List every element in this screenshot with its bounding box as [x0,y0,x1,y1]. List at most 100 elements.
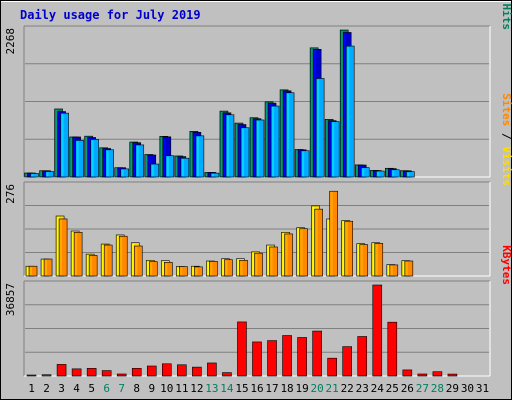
bar-highlight [103,149,106,176]
bar-highlight [181,159,184,176]
bar-highlight [287,93,290,176]
bar-highlight [163,137,166,176]
bar-highlight [75,233,78,275]
bar-highlight [76,141,79,176]
legend-entry: Visits [500,146,512,186]
legend-entry: KBytes [500,245,512,285]
bar-kbytes-day-6 [101,370,112,377]
bar-highlight [27,267,30,275]
bar-highlight [362,168,365,176]
bar-highlight [347,47,350,177]
bar-highlight [326,120,329,176]
day-label: 31 [476,382,489,395]
day-label: 25 [386,382,399,395]
bar-highlight [85,137,88,176]
bar-sites-day-9 [148,261,158,277]
bar-highlight [211,174,214,176]
bar-highlight [270,247,273,275]
bar-kbytes-day-3 [56,364,67,377]
bar-highlight [223,113,226,176]
bar-highlight [341,31,344,176]
bar-highlight [133,369,136,375]
bar-highlight [118,168,121,176]
bar-kbytes-day-2 [41,374,52,377]
bar-highlight [237,259,240,275]
bar-highlight [100,148,103,176]
day-label: 18 [280,382,293,395]
bar-highlight [148,155,151,176]
bar-kbytes-day-29 [447,373,458,377]
bar-kbytes-day-13 [207,362,217,377]
bar-highlight [297,228,300,275]
bar-kbytes-day-28 [432,371,443,377]
bar-highlight [392,170,395,176]
bar-highlight [105,246,108,275]
bar-highlight [332,122,335,176]
legend-entry: Sites [500,93,512,126]
bar-pages-day-23 [360,167,370,178]
day-label: 23 [356,382,369,395]
day-label: 16 [250,382,263,395]
bar-kbytes-day-27 [417,373,428,377]
bar-highlight [313,332,316,375]
bar-highlight [88,138,91,176]
bar-pages-day-12 [195,135,205,178]
bar-highlight [226,115,229,176]
bar-highlight [61,114,64,176]
bar-highlight [130,143,133,176]
day-label: 12 [190,382,203,395]
bar-sites-day-8 [133,245,143,277]
bar-highlight [240,261,243,275]
day-label: 11 [175,382,188,395]
day-label: 4 [73,382,80,395]
bar-highlight [177,267,180,275]
bar-pages-day-6 [105,149,114,178]
bar-pages-day-25 [390,169,400,178]
bar-highlight [317,79,320,176]
bar-sites-day-21 [329,190,338,277]
bar-highlight [345,222,348,275]
bar-sites-day-2 [43,258,53,277]
bar-pages-day-3 [60,112,69,178]
bar-highlight [150,262,153,275]
bar-highlight [180,267,183,275]
bar-pages-day-16 [255,119,265,178]
bar-highlight [121,169,124,176]
day-label: 24 [371,382,385,395]
bar-highlight [372,243,375,275]
bar-highlight [327,219,330,275]
day-label: 17 [265,382,278,395]
bar-highlight [389,169,392,176]
bar-highlight [223,373,226,375]
day-label: 3 [58,382,65,395]
bar-highlight [377,172,380,176]
bar-highlight [374,171,377,176]
chart-panels: 2268 Pages / Files / Hits 276 Sites / Visit… [4,0,512,377]
bar-highlight [390,265,393,275]
bar-highlight [373,286,376,375]
day-label: 6 [103,382,110,395]
bar-highlight [356,165,359,176]
bar-pages-day-24 [375,170,385,178]
bar-highlight [296,150,299,176]
panel-visits-sites: 276 Sites / Visits [4,93,512,277]
bar-sites-day-3 [58,218,68,277]
bar-highlight [60,219,63,275]
bar-highlight [238,125,241,176]
bar-highlight [102,245,105,275]
bar-highlight [73,369,76,375]
bar-highlight [328,359,331,375]
bar-highlight [30,267,33,275]
bar-sites-day-12 [194,266,203,277]
bar-highlight [329,121,332,176]
bar-highlight [117,235,120,275]
bar-highlight [330,192,333,275]
bar-pages-day-8 [135,144,145,178]
bar-kbytes-day-18 [282,335,292,377]
bar-highlight [315,210,318,275]
day-label: 2 [43,382,50,395]
bar-highlight [251,118,253,176]
bar-pages-day-5 [90,139,99,178]
panel-hits-files-pages: 2268 Pages / Files / Hits [4,0,512,178]
